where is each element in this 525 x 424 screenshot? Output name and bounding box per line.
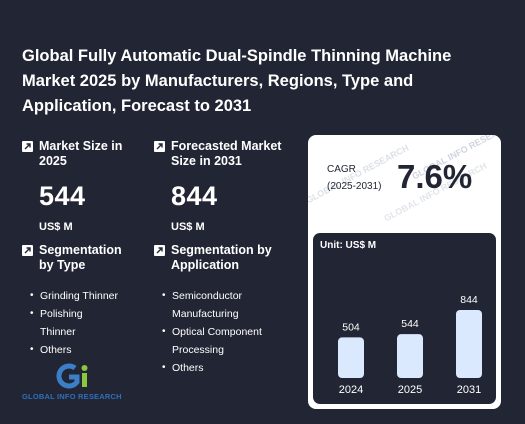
list-item: Optical Component Processing bbox=[162, 323, 272, 359]
arrow-icon bbox=[154, 141, 165, 152]
segmentation-application: Segmentation by Application Semiconducto… bbox=[154, 243, 281, 377]
cagr-value: 7.6% bbox=[397, 158, 473, 195]
cagr-period: (2025-2031) bbox=[327, 181, 382, 192]
forecast-metric: Forecasted Market Size in 2031 844 US$ M bbox=[154, 139, 291, 233]
category-label: 2025 bbox=[398, 384, 422, 396]
segmentation-type-label: Segmentation by Type bbox=[39, 243, 122, 272]
list-item: Grinding Thinner bbox=[30, 287, 140, 305]
bar-value-label: 504 bbox=[342, 321, 360, 333]
cagr-title: CAGR bbox=[327, 164, 356, 175]
page-title: Global Fully Automatic Dual-Spindle Thin… bbox=[22, 47, 452, 115]
forecast-value: 844 bbox=[171, 181, 218, 211]
bar-chart-svg: 504 2024 544 2025 844 2031 bbox=[338, 294, 482, 396]
bar-2031 bbox=[456, 310, 482, 378]
company-logo: GLOBAL INFO RESEARCH bbox=[22, 362, 142, 402]
market-size-value: 544 bbox=[39, 181, 86, 211]
bar-value-label: 544 bbox=[401, 318, 419, 330]
list-item: Semiconductor Manufacturing bbox=[162, 287, 252, 323]
bar-value-label: 844 bbox=[460, 294, 478, 306]
list-item: Others bbox=[30, 341, 140, 359]
segmentation-application-label: Segmentation by Application bbox=[171, 243, 272, 272]
list-item: Polishing Thinner bbox=[30, 305, 100, 341]
forecast-label: Forecasted Market Size in 2031 bbox=[171, 139, 282, 168]
segmentation-type: Segmentation by Type Grinding Thinner Po… bbox=[22, 243, 140, 359]
category-label: 2031 bbox=[457, 384, 481, 396]
market-size-label: Market Size in 2025 bbox=[39, 139, 123, 168]
cagr-card: GLOBAL INFO RESEARCH GLOBAL INFO RESEARC… bbox=[308, 135, 501, 409]
bar-2024 bbox=[338, 337, 364, 378]
bar-2025 bbox=[397, 334, 423, 378]
category-label: 2024 bbox=[339, 384, 363, 396]
bar-chart: Unit: US$ M 504 2024 544 2025 844 2031 bbox=[313, 233, 496, 404]
cagr-label: CAGR (2025-2031) bbox=[327, 161, 381, 195]
logo-text: GLOBAL INFO RESEARCH bbox=[22, 392, 122, 401]
market-size-unit: US$ M bbox=[39, 221, 73, 233]
arrow-icon bbox=[22, 141, 33, 152]
arrow-icon bbox=[22, 245, 33, 256]
market-size-metric: Market Size in 2025 544 US$ M bbox=[22, 139, 129, 233]
arrow-icon bbox=[154, 245, 165, 256]
forecast-unit: US$ M bbox=[171, 221, 205, 233]
logo-mark-icon bbox=[56, 363, 88, 389]
chart-unit-label: Unit: US$ M bbox=[320, 240, 377, 251]
list-item: Others bbox=[162, 359, 272, 377]
